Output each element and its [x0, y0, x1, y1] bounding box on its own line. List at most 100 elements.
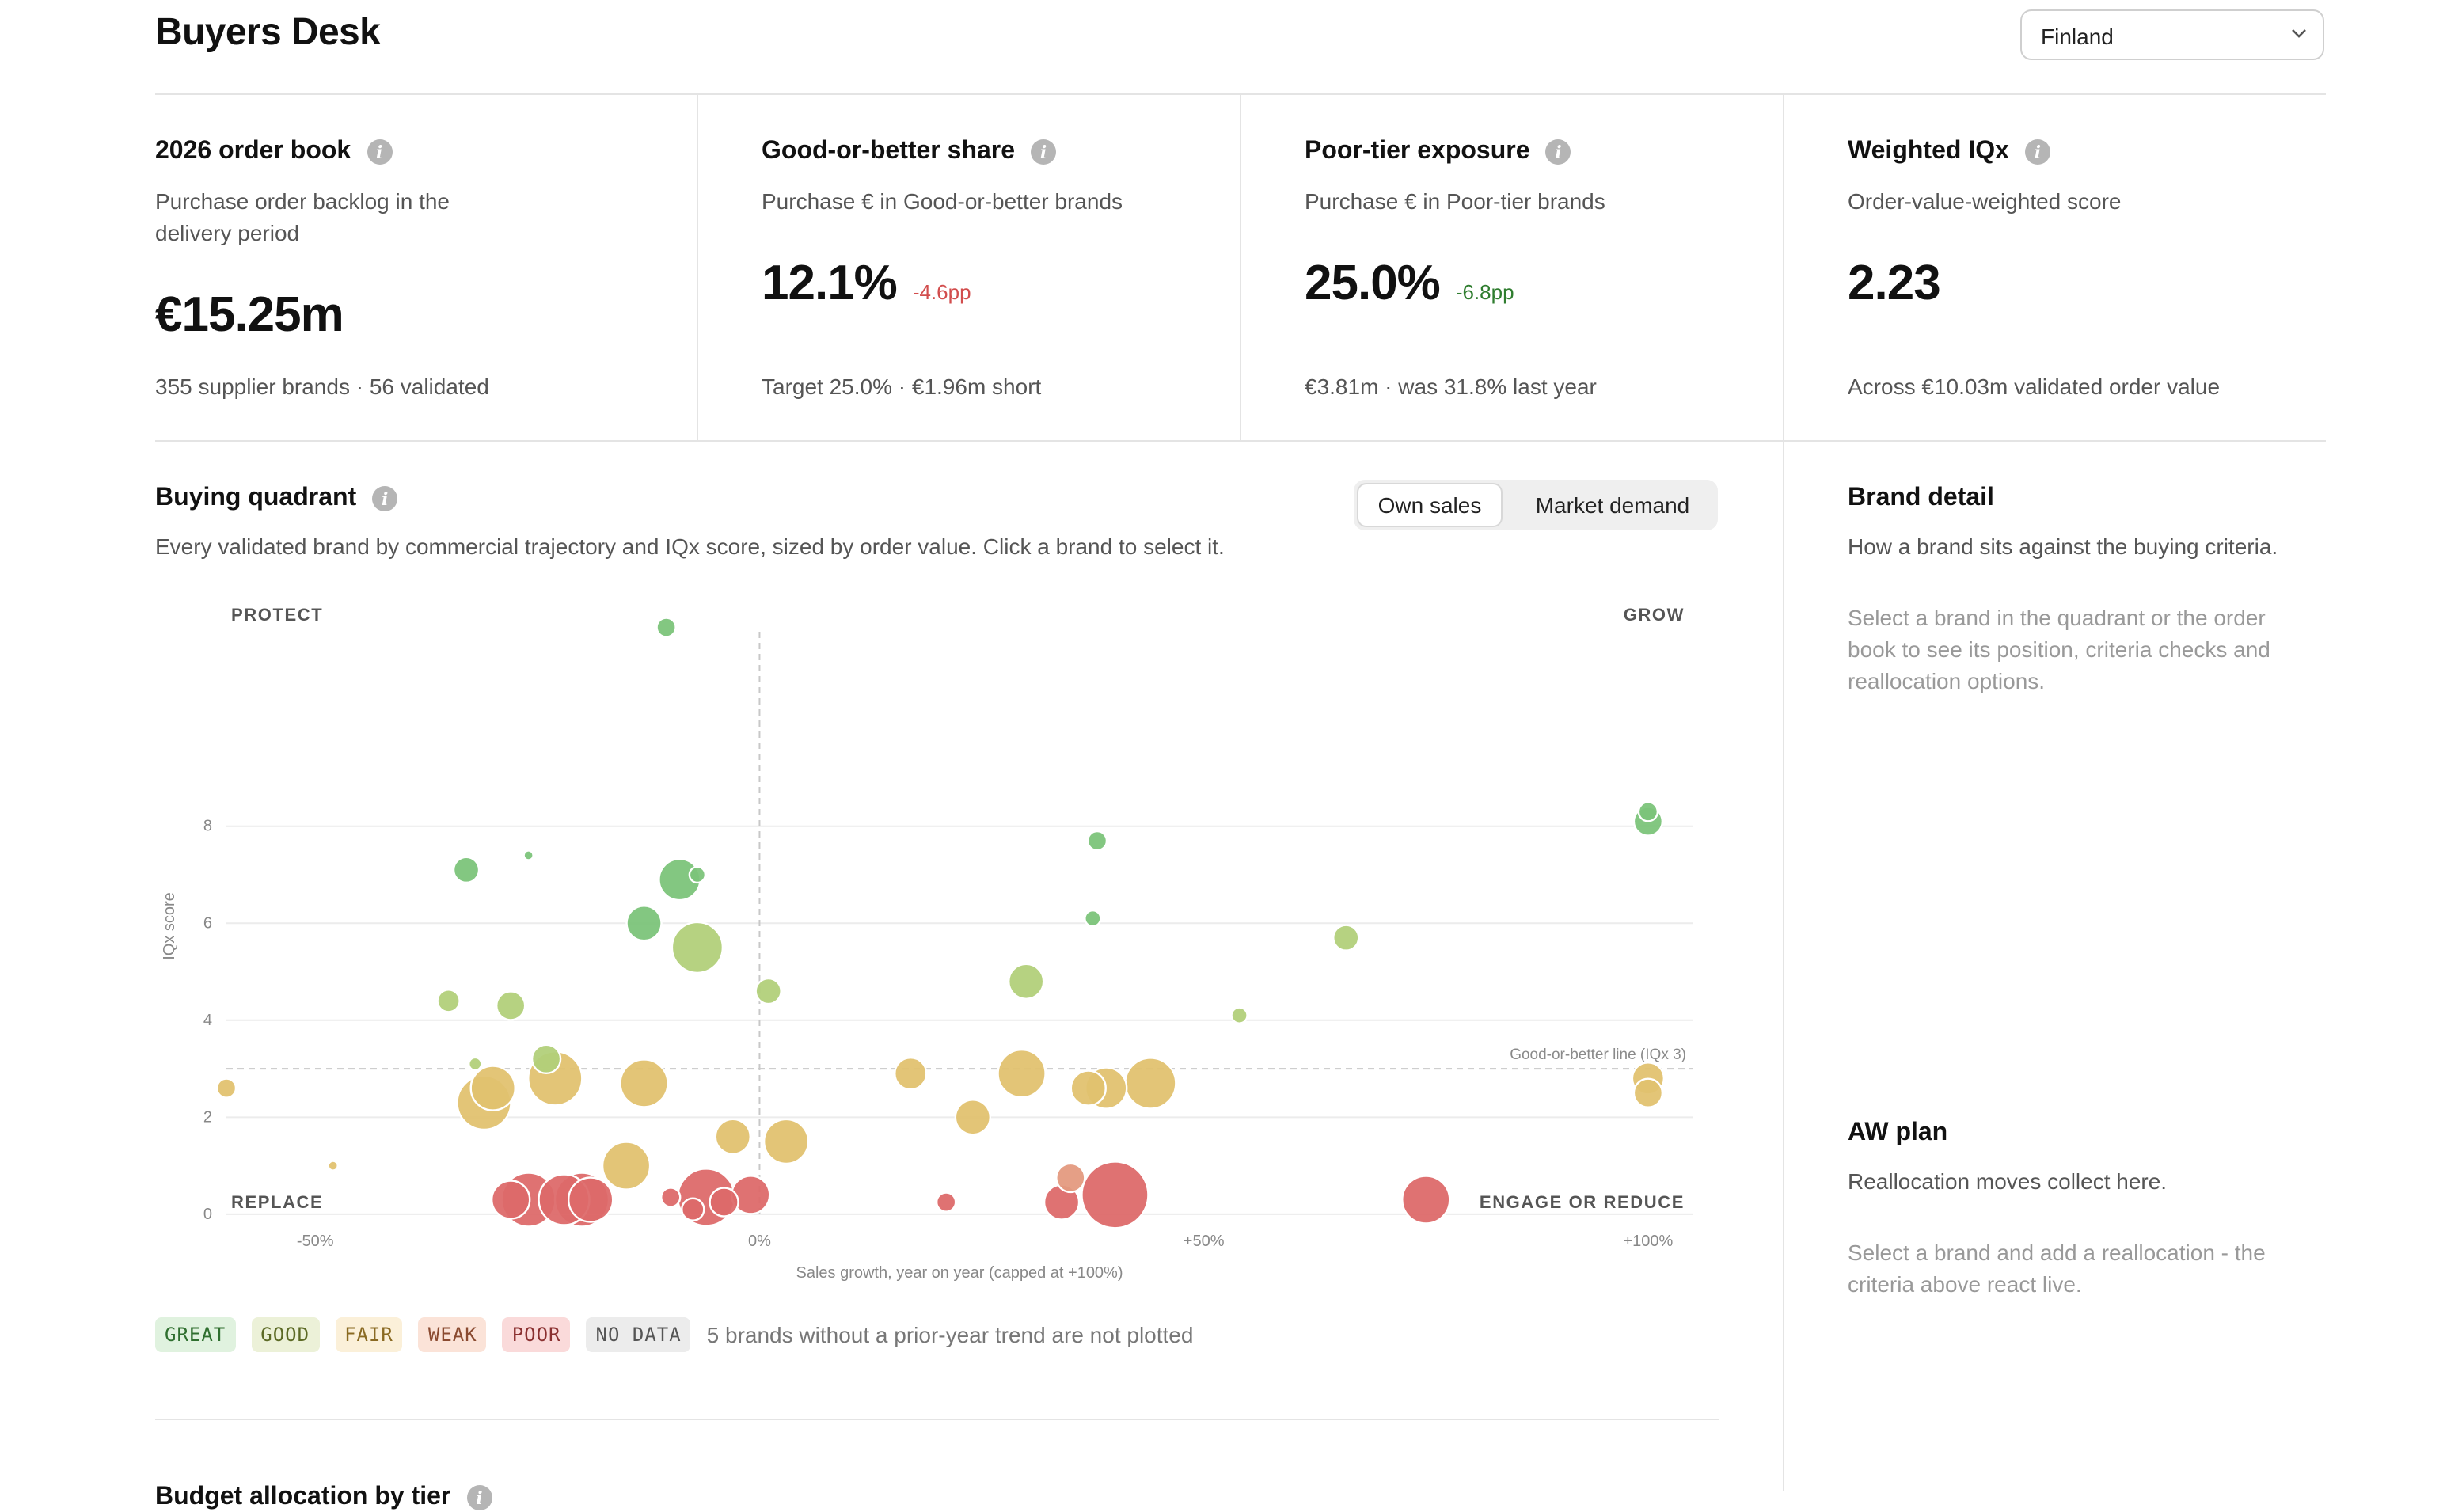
brand-bubble-good[interactable] — [1332, 924, 1360, 952]
kpi-title: Good-or-better share — [762, 138, 1016, 165]
kpi-title: Poor-tier exposure — [1305, 138, 1530, 165]
kpi-divider — [697, 95, 698, 440]
budget-title: Budget allocation by tier — [155, 1484, 451, 1510]
aw-plan-title: AW plan — [1848, 1119, 1948, 1146]
legend-great: GREAT — [155, 1317, 236, 1352]
quadrant-subtitle: Every validated brand by commercial traj… — [155, 534, 1225, 559]
brand-bubble-fair[interactable] — [954, 1099, 992, 1136]
brand-bubble-fair[interactable] — [1070, 1069, 1107, 1107]
brand-bubble-weak[interactable] — [1055, 1162, 1086, 1194]
brand-bubble-fair[interactable] — [1124, 1057, 1177, 1110]
brand-bubble-fair[interactable] — [215, 1077, 237, 1099]
brand-bubble-good[interactable] — [468, 1056, 483, 1072]
x-tick-label: +50% — [1184, 1233, 1225, 1250]
legend-fair: FAIR — [335, 1317, 403, 1352]
info-icon[interactable]: i — [2024, 139, 2050, 165]
kpi-subtitle: Purchase € in Poor-tier brands — [1305, 188, 1605, 214]
info-icon[interactable]: i — [466, 1485, 492, 1510]
page-title: Buyers Desk — [155, 11, 381, 54]
brand-bubble-good[interactable] — [1230, 1006, 1248, 1024]
section-divider — [155, 1419, 1719, 1420]
brand-bubble-good[interactable] — [436, 989, 461, 1013]
toggle-market-demand[interactable]: Market demand — [1535, 492, 1690, 518]
brand-bubble-poor[interactable] — [490, 1180, 531, 1220]
brand-bubble-fair[interactable] — [469, 1065, 516, 1111]
y-tick-label: 2 — [203, 1108, 212, 1126]
brand-bubble-poor[interactable] — [1081, 1161, 1149, 1229]
kpi-value: 12.1% — [762, 255, 898, 310]
country-select[interactable]: Finland — [2020, 9, 2324, 60]
kpi-header: 2026 order book i — [155, 138, 393, 166]
x-tick-label: 0% — [748, 1233, 771, 1250]
brand-bubble-poor[interactable] — [660, 1187, 682, 1208]
quadrant-label-engage-or-reduce: ENGAGE OR REDUCE — [1480, 1192, 1685, 1212]
brand-bubble-fair[interactable] — [762, 1118, 810, 1165]
chevron-down-icon — [2292, 29, 2306, 38]
quadrant-header: Buying quadrant i — [155, 484, 398, 513]
brand-bubble-fair[interactable] — [601, 1141, 652, 1191]
panel-divider — [1783, 95, 1784, 1491]
y-tick-label: 6 — [203, 914, 212, 932]
kpi-footer: 355 supplier brands · 56 validated — [155, 374, 489, 399]
brand-bubble-poor[interactable] — [935, 1191, 957, 1213]
info-icon[interactable]: i — [372, 486, 398, 511]
brand-bubble-great[interactable] — [688, 865, 707, 884]
kpi-delta: -6.8pp — [1455, 280, 1514, 304]
brand-bubble-great[interactable] — [452, 856, 481, 884]
x-axis-label: Sales growth, year on year (capped at +1… — [796, 1264, 1123, 1282]
info-icon[interactable]: i — [1031, 139, 1057, 165]
kpi-value: 25.0% — [1305, 255, 1441, 310]
kpi-title: Weighted IQx — [1848, 138, 2009, 165]
info-icon[interactable]: i — [367, 139, 393, 165]
brand-detail-hint: Select a brand in the quadrant or the or… — [1848, 605, 2270, 693]
x-tick-label: +100% — [1623, 1233, 1673, 1250]
quadrant-label-protect: PROTECT — [231, 605, 323, 625]
brand-bubble-fair[interactable] — [619, 1058, 669, 1108]
kpi-bottom-divider — [155, 440, 2326, 442]
kpi-delta: -4.6pp — [912, 280, 971, 304]
brand-bubble-poor[interactable] — [709, 1187, 739, 1218]
kpi-subtitle: Purchase order backlog in the delivery p… — [155, 188, 450, 245]
quadrant-label-grow: GROW — [1624, 605, 1685, 625]
brand-bubble-poor[interactable] — [1401, 1175, 1451, 1225]
quadrant-title: Buying quadrant — [155, 484, 357, 511]
legend-weak: WEAK — [418, 1317, 487, 1352]
brand-bubble-great[interactable] — [522, 849, 534, 861]
buying-quadrant-chart: 0 2 4 6 8 Good-or-better line (IQx 3) -50% 0% +5… — [161, 605, 1693, 1282]
threshold-label: Good-or-better line (IQx 3) — [1510, 1047, 1686, 1063]
brand-bubble-poor[interactable] — [567, 1176, 614, 1223]
kpi-subtitle: Order-value-weighted score — [1848, 188, 2122, 214]
brand-bubble-good[interactable] — [530, 1043, 562, 1075]
kpi-value: €15.25m — [155, 287, 344, 342]
kpi-card-order-book: 2026 order book i Purchase order backlog… — [155, 95, 678, 440]
brand-bubble-fair[interactable] — [714, 1118, 751, 1156]
kpi-header: Poor-tier exposure i — [1305, 138, 1571, 166]
legend-no-data: NO DATA — [586, 1317, 691, 1352]
brand-bubble-good[interactable] — [1007, 963, 1045, 1000]
brand-bubble-fair[interactable] — [327, 1160, 339, 1172]
country-select-value: Finland — [2041, 24, 2114, 49]
legend-good: GOOD — [251, 1317, 320, 1352]
kpi-divider — [1240, 95, 1241, 440]
brand-detail-title: Brand detail — [1848, 484, 1994, 511]
kpi-footer: €3.81m · was 31.8% last year — [1305, 374, 1597, 399]
brand-bubble-poor[interactable] — [681, 1197, 705, 1221]
brand-bubble-great[interactable] — [1084, 909, 1102, 928]
brand-bubble-great[interactable] — [1086, 830, 1108, 852]
brand-bubble-fair[interactable] — [1632, 1077, 1664, 1108]
brand-bubble-good[interactable] — [671, 921, 724, 974]
legend-note: 5 brands without a prior-year trend are … — [706, 1322, 1194, 1347]
brand-bubble-good[interactable] — [495, 990, 526, 1021]
kpi-value: 2.23 — [1848, 255, 1941, 310]
aw-plan-hint: Select a brand and add a reallocation - … — [1848, 1240, 2266, 1297]
toggle-own-sales[interactable]: Own sales — [1358, 484, 1501, 526]
y-tick-label: 4 — [203, 1012, 212, 1029]
brand-bubble-fair[interactable] — [894, 1056, 928, 1091]
info-icon[interactable]: i — [1545, 139, 1571, 165]
brand-bubble-great[interactable] — [655, 617, 677, 638]
brand-bubble-good[interactable] — [754, 977, 782, 1005]
brand-bubble-great[interactable] — [1637, 801, 1659, 822]
brand-bubble-fair[interactable] — [997, 1048, 1047, 1099]
brand-bubble-great[interactable] — [625, 905, 663, 942]
kpi-card-weighted-iqx: Weighted IQx i Order-value-weighted scor… — [1848, 95, 2323, 440]
